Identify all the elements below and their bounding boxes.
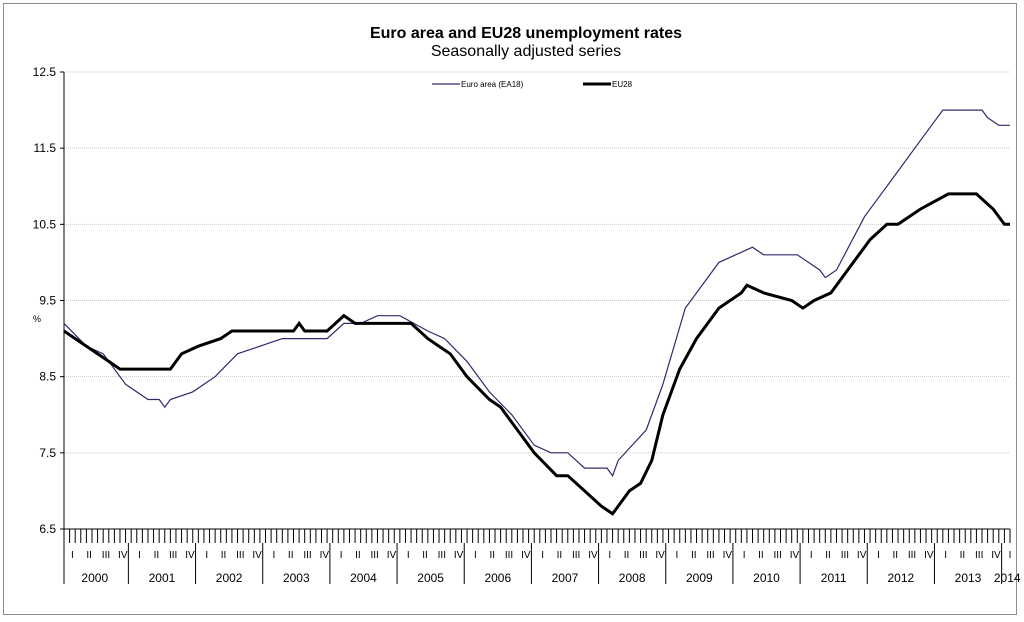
y-axis-unit: %: [33, 314, 42, 324]
x-quarter-label: IV: [924, 550, 934, 561]
x-year-label: 2008: [619, 571, 646, 585]
x-year-label: 2011: [821, 571, 847, 585]
x-year-label: 2010: [753, 571, 780, 585]
x-year-label: 2000: [81, 571, 108, 585]
x-quarter-label: I: [810, 550, 813, 561]
x-quarter-label: I: [138, 550, 141, 561]
x-quarter-label: II: [489, 550, 495, 561]
chart-subtitle: Seasonally adjusted series: [430, 43, 622, 60]
x-quarter-label: II: [758, 550, 764, 561]
y-tick-label: 7.5: [39, 446, 56, 460]
x-year-label: 2009: [686, 571, 713, 585]
x-year-label: 2012: [887, 571, 914, 585]
x-quarter-label: III: [706, 550, 714, 561]
x-quarter-label: I: [273, 550, 276, 561]
x-year-label: 2013: [955, 571, 982, 585]
x-quarter-label: IV: [521, 550, 531, 561]
x-quarter-label: IV: [723, 550, 733, 561]
x-year-label: 2007: [552, 571, 579, 585]
y-tick-label: 6.5: [39, 522, 56, 536]
x-quarter-label: I: [541, 550, 544, 561]
x-quarter-label: II: [960, 550, 966, 561]
x-quarter-label: IV: [118, 550, 128, 561]
x-quarter-label: III: [236, 550, 244, 561]
x-quarter-label: II: [154, 550, 160, 561]
x-quarter-label: III: [303, 550, 311, 561]
x-quarter-label: III: [370, 550, 378, 561]
x-quarter-label: IV: [588, 550, 598, 561]
x-quarter-label: II: [86, 550, 92, 561]
x-year-label: 2002: [216, 571, 243, 585]
x-quarter-label: I: [743, 550, 746, 561]
x-quarter-label: III: [841, 550, 849, 561]
x-quarter-label: II: [288, 550, 294, 561]
x-quarter-label: IV: [655, 550, 665, 561]
x-quarter-label: III: [908, 550, 916, 561]
chart-frame: [3, 3, 1017, 615]
x-quarter-label: III: [102, 550, 110, 561]
x-quarter-label: II: [221, 550, 227, 561]
x-quarter-label: IV: [857, 550, 867, 561]
x-year-label: 2006: [484, 571, 511, 585]
x-quarter-label: II: [557, 550, 563, 561]
x-quarter-label: II: [624, 550, 630, 561]
x-quarter-label: III: [438, 550, 446, 561]
x-quarter-label: I: [340, 550, 343, 561]
y-tick-label: 10.5: [33, 217, 57, 231]
x-quarter-label: IV: [320, 550, 330, 561]
y-tick-label: 8.5: [39, 370, 56, 384]
x-quarter-label: IV: [185, 550, 195, 561]
x-quarter-label: III: [505, 550, 513, 561]
x-quarter-label: I: [608, 550, 611, 561]
x-quarter-label: IV: [991, 550, 1001, 561]
legend-label: EU28: [612, 80, 633, 89]
x-year-label: 2004: [350, 571, 377, 585]
x-quarter-label: I: [205, 550, 208, 561]
chart-title: Euro area and EU28 unemployment rates: [369, 25, 683, 42]
x-quarter-label: I: [71, 550, 74, 561]
x-year-label: 2005: [417, 571, 444, 585]
x-quarter-label: III: [169, 550, 177, 561]
x-quarter-label: II: [892, 550, 898, 561]
x-quarter-label: IV: [790, 550, 800, 561]
x-quarter-label: I: [474, 550, 477, 561]
x-quarter-label: II: [825, 550, 831, 561]
x-quarter-label: II: [355, 550, 361, 561]
y-tick-label: 12.5: [33, 65, 57, 79]
x-quarter-label: III: [774, 550, 782, 561]
x-quarter-label: II: [691, 550, 697, 561]
x-quarter-label: IV: [387, 550, 397, 561]
x-quarter-label: III: [975, 550, 983, 561]
x-quarter-label: I: [877, 550, 880, 561]
x-quarter-label: IV: [252, 550, 262, 561]
x-quarter-label: II: [422, 550, 428, 561]
series-line-euro-area: [63, 109, 1010, 477]
x-quarter-label: I: [944, 550, 947, 561]
y-tick-label: 11.5: [34, 141, 57, 155]
x-quarter-label: III: [639, 550, 647, 561]
x-year-label: 2003: [283, 571, 310, 585]
series-line-eu28: [63, 192, 1010, 516]
x-quarter-label: IV: [454, 550, 464, 561]
x-quarter-label: I: [1009, 550, 1012, 561]
x-quarter-label: III: [572, 550, 580, 561]
y-tick-label: 9.5: [39, 294, 56, 308]
x-year-label: 2014: [994, 571, 1021, 585]
x-quarter-label: I: [676, 550, 679, 561]
legend-label: Euro area (EA18): [461, 80, 524, 89]
x-year-label: 2001: [149, 571, 176, 585]
x-quarter-label: I: [407, 550, 410, 561]
